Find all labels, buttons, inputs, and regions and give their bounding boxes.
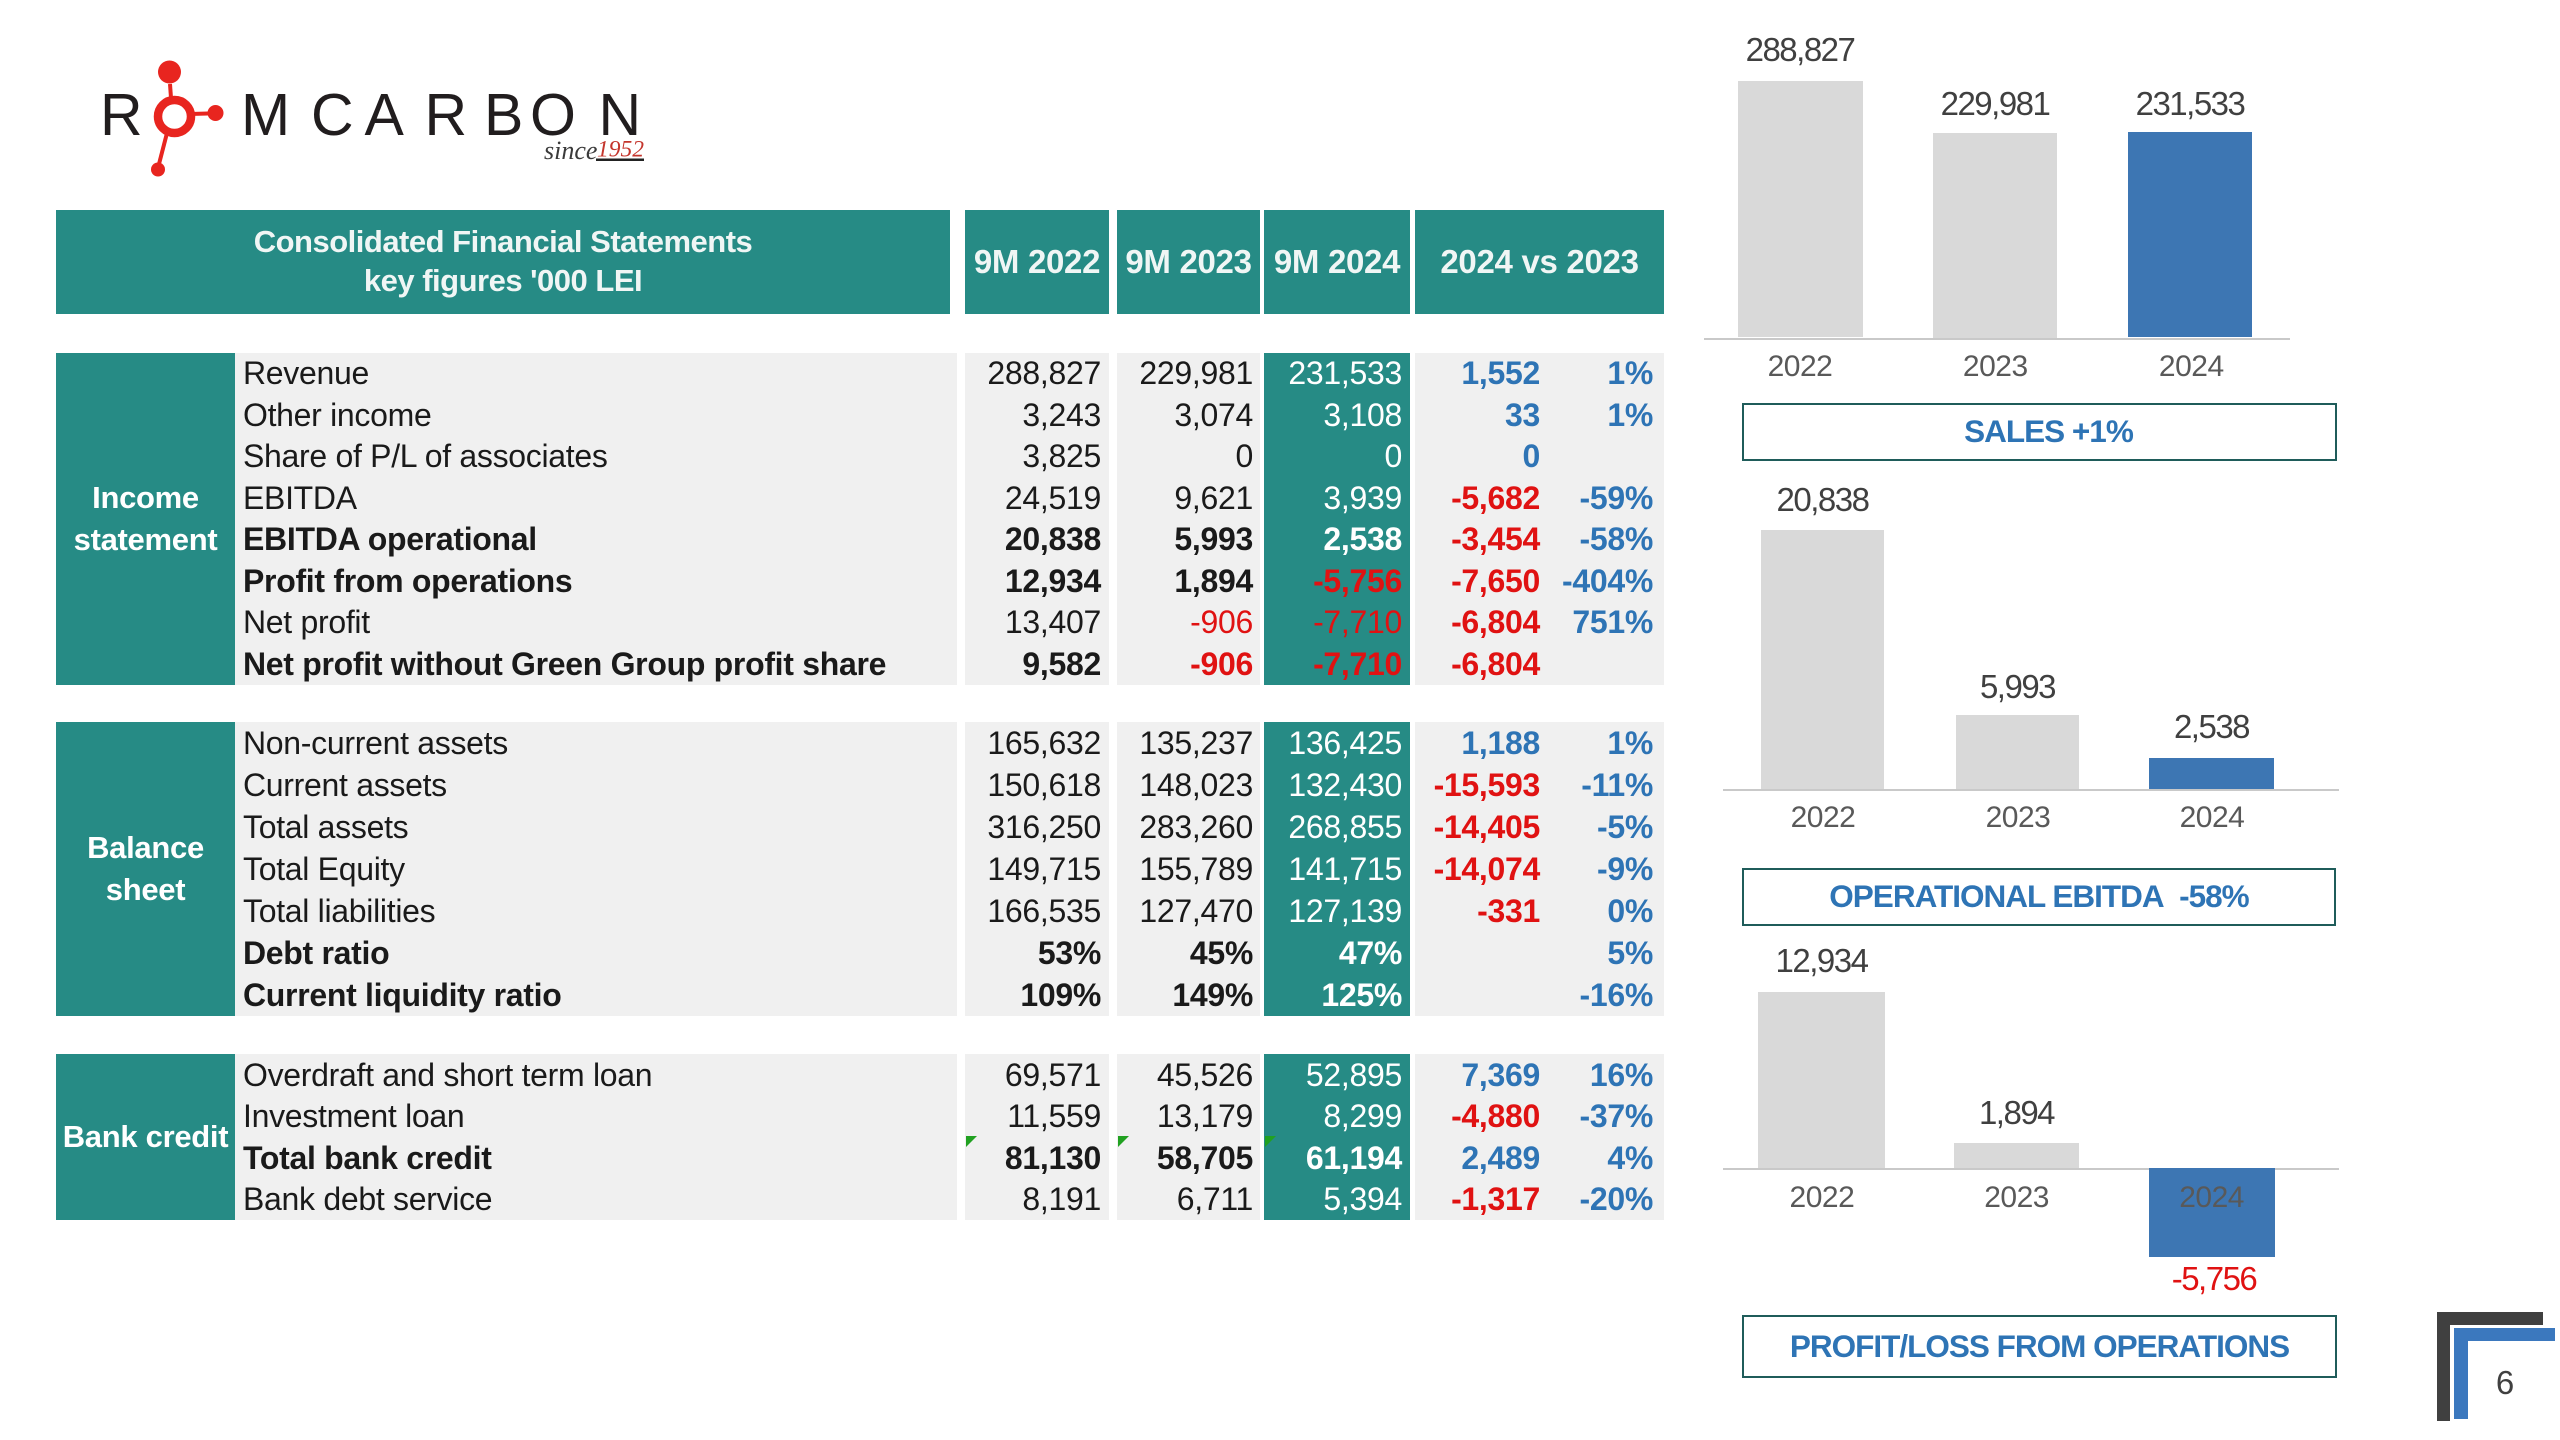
svg-text:O: O: [530, 82, 576, 148]
svg-text:N: N: [599, 82, 642, 148]
svg-text:B: B: [484, 82, 523, 148]
svg-text:C: C: [311, 82, 354, 148]
svg-text:R: R: [425, 82, 468, 148]
svg-text:since: since: [544, 136, 597, 165]
svg-text:A: A: [365, 82, 405, 148]
svg-text:1952: 1952: [597, 137, 644, 163]
svg-text:R: R: [100, 82, 143, 148]
svg-text:M: M: [241, 82, 290, 148]
